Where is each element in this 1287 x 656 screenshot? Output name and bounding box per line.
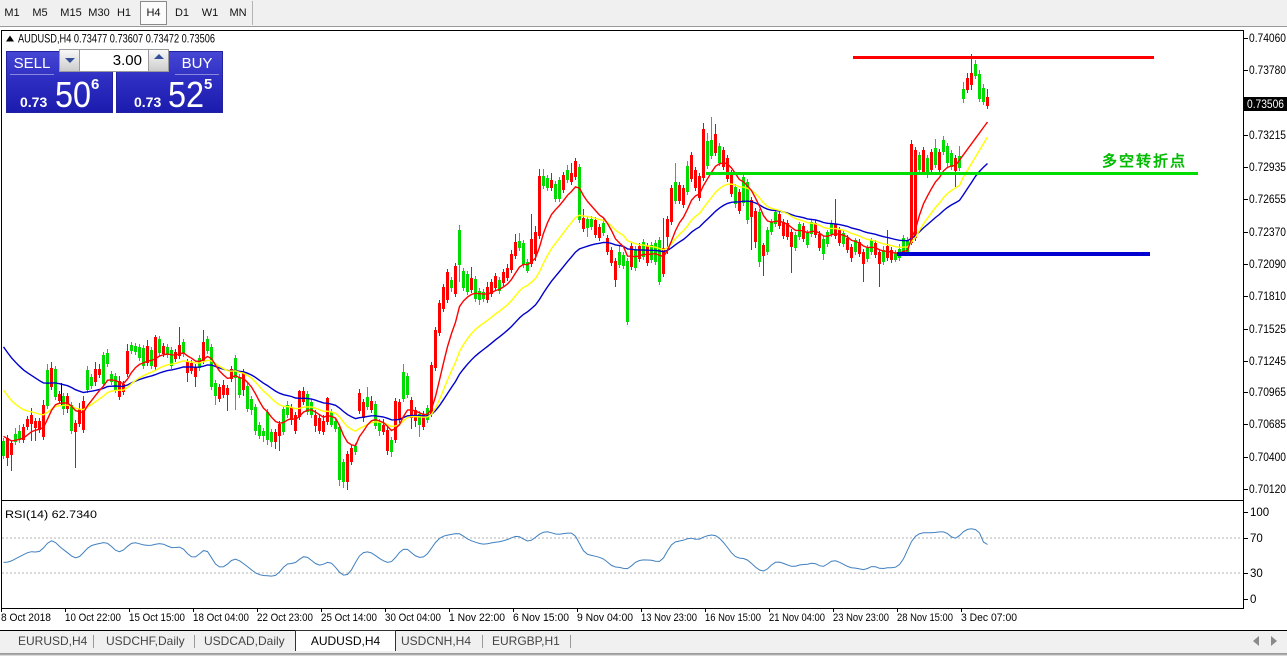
svg-text:0.71245: 0.71245: [1249, 356, 1286, 368]
svg-text:0.70685: 0.70685: [1249, 419, 1286, 431]
svg-text:28 Nov 15:00: 28 Nov 15:00: [897, 612, 953, 624]
svg-text:22 Oct 23:00: 22 Oct 23:00: [257, 612, 313, 624]
svg-text:21 Nov 04:00: 21 Nov 04:00: [769, 612, 825, 624]
svg-text:0.72090: 0.72090: [1249, 259, 1286, 271]
svg-text:0: 0: [1250, 594, 1256, 606]
svg-text:100: 100: [1250, 507, 1269, 519]
svg-text:RSI(14) 62.7340: RSI(14) 62.7340: [5, 509, 97, 521]
svg-text:23 Nov 23:00: 23 Nov 23:00: [833, 612, 889, 624]
svg-text:6 Nov 15:00: 6 Nov 15:00: [513, 612, 569, 624]
svg-text:18 Oct 04:00: 18 Oct 04:00: [193, 612, 249, 624]
svg-text:0.70400: 0.70400: [1249, 452, 1286, 464]
svg-text:30 Oct 04:00: 30 Oct 04:00: [385, 612, 441, 624]
svg-text:0.72935: 0.72935: [1249, 162, 1286, 174]
svg-text:30: 30: [1250, 568, 1263, 580]
svg-text:0.73780: 0.73780: [1249, 65, 1286, 77]
svg-text:16 Nov 15:00: 16 Nov 15:00: [705, 612, 761, 624]
svg-text:10 Oct 22:00: 10 Oct 22:00: [65, 612, 121, 624]
svg-text:3 Dec 07:00: 3 Dec 07:00: [961, 612, 1017, 624]
svg-text:AUDUSD,H4 0.73477 0.73607 0.7: AUDUSD,H4 0.73477 0.73607 0.73472 0.7350…: [18, 32, 215, 46]
svg-text:1 Nov 22:00: 1 Nov 22:00: [449, 612, 505, 624]
svg-text:0.73506: 0.73506: [1247, 99, 1284, 111]
svg-text:0.72370: 0.72370: [1249, 227, 1286, 239]
svg-text:0.71525: 0.71525: [1249, 324, 1286, 336]
svg-text:15 Oct 15:00: 15 Oct 15:00: [129, 612, 185, 624]
svg-text:13 Nov 23:00: 13 Nov 23:00: [641, 612, 697, 624]
svg-text:0.72655: 0.72655: [1249, 194, 1286, 206]
svg-text:0.70120: 0.70120: [1249, 484, 1286, 496]
svg-text:8 Oct 2018: 8 Oct 2018: [1, 612, 51, 624]
svg-text:多空转折点: 多空转折点: [1102, 152, 1187, 170]
svg-text:0.70965: 0.70965: [1249, 387, 1286, 399]
svg-text:0.73215: 0.73215: [1249, 130, 1286, 142]
svg-text:9 Nov 04:00: 9 Nov 04:00: [577, 612, 633, 624]
svg-text:0.71810: 0.71810: [1249, 291, 1286, 303]
svg-text:0.74060: 0.74060: [1249, 33, 1286, 45]
svg-text:25 Oct 14:00: 25 Oct 14:00: [321, 612, 377, 624]
svg-text:70: 70: [1250, 533, 1263, 545]
